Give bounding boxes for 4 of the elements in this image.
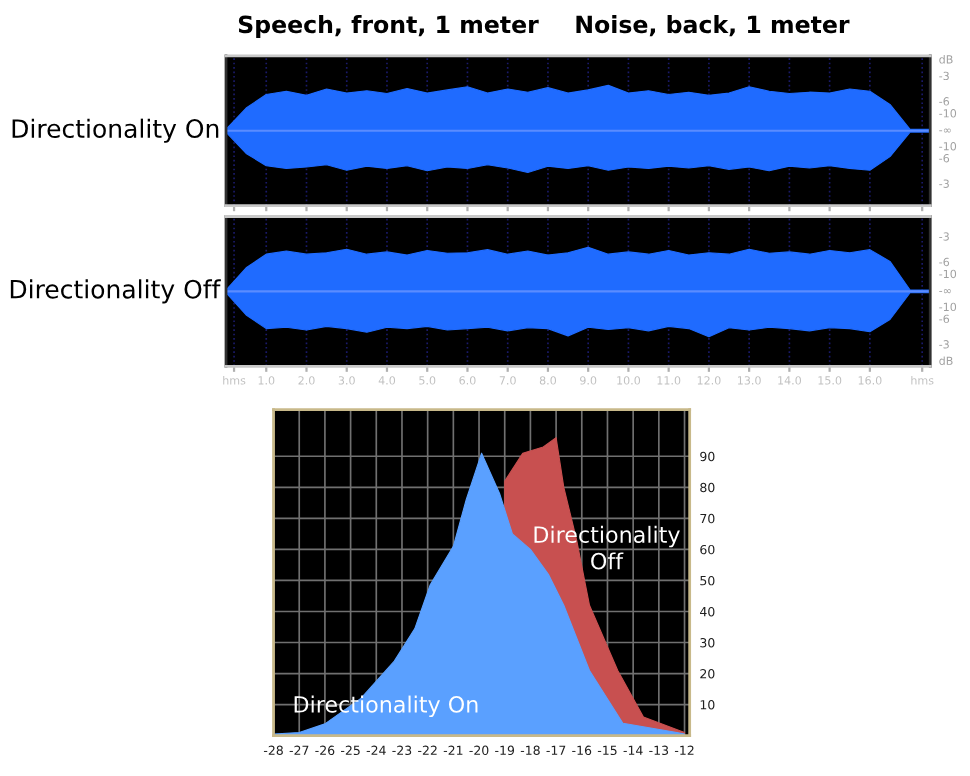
text: Speech, front, 1 meter xyxy=(238,15,539,38)
y-axis-title: Directionality On xyxy=(12,118,219,143)
text: Noise, back, 1 meter xyxy=(576,15,850,37)
y-axis-title: Directionality Off xyxy=(10,279,221,304)
